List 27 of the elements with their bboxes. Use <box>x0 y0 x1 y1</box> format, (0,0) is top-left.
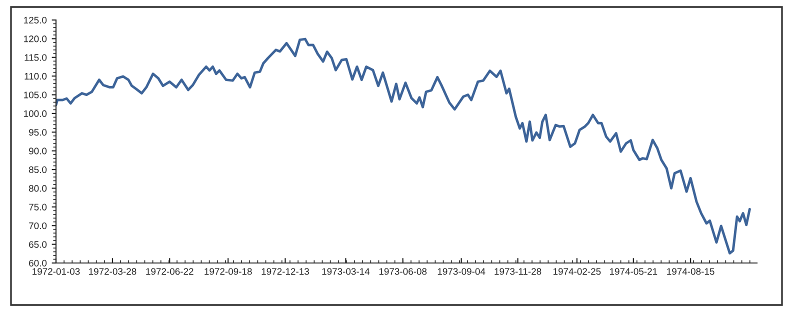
y-tick-label: 75.0 <box>29 204 47 210</box>
x-tick-label: 1973-06-08 <box>379 268 427 275</box>
x-tick-label: 1974-02-25 <box>554 268 601 275</box>
y-tick-label: 115.0 <box>24 54 47 61</box>
y-tick-label: 90.0 <box>29 148 47 154</box>
x-tick-label: 1973-09-04 <box>438 268 486 275</box>
y-tick-label: 65.0 <box>29 241 47 248</box>
y-tick-label: 95.0 <box>29 128 47 136</box>
y-tick-label: 80.0 <box>29 185 47 192</box>
x-tick-label: 1973-03-14 <box>322 268 370 275</box>
x-tick-label: 1972-03-28 <box>89 268 136 275</box>
x-tick-label: 1974-05-21 <box>610 268 658 275</box>
x-tick-label: 1974-08-15 <box>667 268 714 275</box>
y-tick-label: 70.0 <box>29 222 47 230</box>
y-tick-label: 105.0 <box>24 92 47 98</box>
line-series <box>56 38 751 255</box>
y-tick-label: 125.0 <box>24 16 47 24</box>
x-tick-label: 1972-09-18 <box>204 268 252 275</box>
y-tick-label: 110.0 <box>24 72 47 80</box>
x-tick-label: 1972-01-03 <box>32 268 80 275</box>
x-tick-label: 1973-11-28 <box>494 268 542 275</box>
y-tick-label: 100.0 <box>24 110 47 117</box>
y-tick-label: 60.0 <box>29 260 47 267</box>
x-tick-label: 1972-06-22 <box>146 268 194 275</box>
y-tick-label: 85.0 <box>29 166 47 174</box>
x-tick-label: 1972-12-13 <box>262 268 309 275</box>
y-tick-label: 120.0 <box>24 36 47 42</box>
